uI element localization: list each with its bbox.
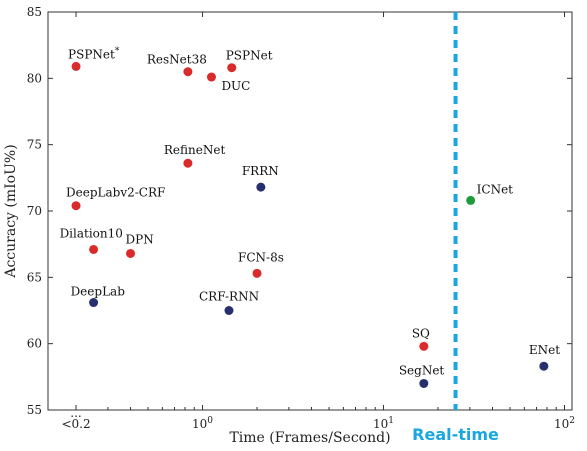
y-axis-label: Accuracy (mIoU%) — [3, 144, 19, 278]
point-label-fcn-8s: FCN-8s — [238, 250, 284, 264]
plot-frame — [47, 11, 573, 411]
point-label-icnet: ICNet — [477, 182, 514, 196]
point-crf-rnn — [224, 306, 234, 315]
point-duc — [206, 72, 216, 82]
point-pspnet — [227, 63, 237, 73]
point-refinenet — [183, 158, 193, 168]
point-label-pspnet: PSPNet — [226, 49, 273, 63]
x-tick-label: <0.2 — [61, 417, 90, 431]
point-dpn — [126, 248, 136, 258]
point-fcn-8s — [252, 268, 262, 278]
point-enet — [539, 361, 549, 371]
point-label-deeplab: DeepLab — [71, 285, 126, 299]
realtime-label: Real-time — [412, 425, 499, 444]
point-sq — [419, 341, 429, 351]
x-tick-label: 100 — [192, 416, 213, 431]
point-label-enet: ENet — [529, 343, 560, 357]
point-label-frrn: FRRN — [242, 164, 279, 178]
point-label-pspnet-star: PSPNet* — [68, 46, 120, 61]
point-segnet — [419, 378, 429, 388]
point-resnet38 — [183, 67, 193, 77]
point-label-dilation10: Dilation10 — [60, 226, 123, 240]
point-icnet — [466, 195, 476, 205]
point-label-refinenet: RefineNet — [164, 143, 226, 157]
point-deeplabv2-crf — [71, 201, 81, 211]
point-label-duc: DUC — [221, 79, 250, 93]
point-label-segnet: SegNet — [399, 363, 445, 377]
point-label-crf-rnn: CRF-RNN — [199, 290, 259, 304]
point-label-dpn: DPN — [126, 232, 154, 246]
y-tick-label: 55 — [27, 403, 42, 417]
x-axis-break-mark: ... — [70, 406, 81, 420]
x-axis-label: Time (Frames/Second) — [229, 430, 390, 446]
point-deeplab — [89, 298, 99, 308]
point-label-deeplabv2-crf: DeepLabv2-CRF — [66, 186, 165, 200]
point-label-sq: SQ — [412, 326, 430, 340]
y-tick-label: 60 — [27, 337, 42, 351]
y-tick-label: 70 — [27, 204, 42, 218]
y-tick-label: 75 — [27, 138, 42, 152]
y-tick-label: 80 — [27, 71, 42, 85]
point-pspnet-star — [71, 61, 81, 71]
point-label-resnet38: ResNet38 — [147, 53, 207, 67]
y-tick-label: 85 — [27, 5, 42, 19]
point-frrn — [256, 182, 266, 192]
x-tick-label: 101 — [373, 416, 394, 431]
x-tick-label: 102 — [554, 416, 575, 431]
point-dilation10 — [89, 244, 99, 254]
y-tick-label: 65 — [27, 270, 42, 284]
